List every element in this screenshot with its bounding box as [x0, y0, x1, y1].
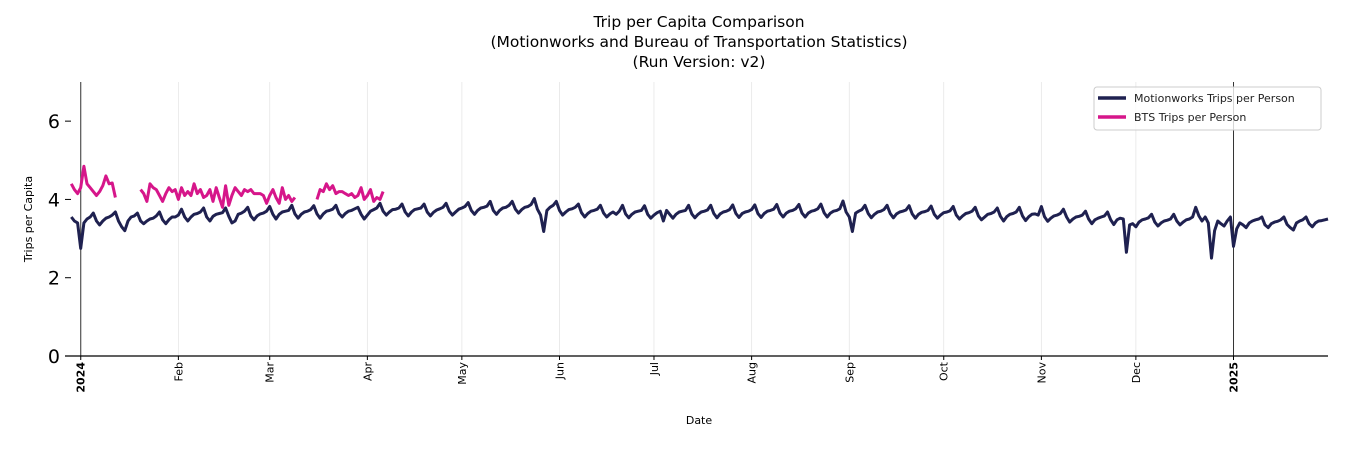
y-tick-label: 6 [48, 111, 60, 133]
legend-box [1093, 86, 1322, 131]
x-tick-label: 2024 [75, 362, 88, 393]
x-tick-label: Sep [843, 362, 856, 383]
chart-title-line-3: (Run Version: v2) [633, 53, 766, 71]
chart-title-line-1: Trip per Capita Comparison [592, 13, 804, 31]
chart-title-line-2: (Motionworks and Bureau of Transportatio… [490, 33, 907, 51]
series-line-bts [69, 164, 385, 209]
x-tick-label: Oct [938, 361, 951, 381]
x-tick-label: Aug [746, 362, 759, 383]
x-tick-label: May [456, 362, 469, 385]
series-lines [69, 164, 1329, 260]
y-tick-label: 2 [48, 268, 60, 290]
legend: Motionworks Trips per Person BTS Trips p… [1093, 86, 1322, 131]
x-tick-label: Jun [553, 362, 566, 380]
y-tick-label: 4 [48, 189, 60, 211]
x-axis-ticks: 2024 Feb Mar Apr May Jun Jul Aug Sep Oct Nov Dec 202… [75, 356, 1241, 393]
y-tick-label: 0 [48, 346, 60, 368]
x-axis-label: Date [686, 414, 713, 427]
y-axis-label: Trips per Capita [22, 176, 35, 263]
series-line-motionworks [70, 197, 1329, 260]
x-tick-label: Nov [1035, 362, 1048, 384]
x-tick-label: Jul [648, 362, 661, 376]
x-tick-label: Feb [172, 362, 185, 381]
y-axis-ticks: 0 2 4 6 [48, 111, 71, 368]
x-tick-label: Mar [264, 362, 277, 383]
x-tick-label: Apr [361, 362, 374, 382]
legend-label-motionworks: Motionworks Trips per Person [1134, 92, 1295, 105]
x-tick-label: 2025 [1228, 362, 1241, 393]
x-tick-label: Dec [1130, 362, 1143, 383]
legend-label-bts: BTS Trips per Person [1134, 111, 1246, 124]
